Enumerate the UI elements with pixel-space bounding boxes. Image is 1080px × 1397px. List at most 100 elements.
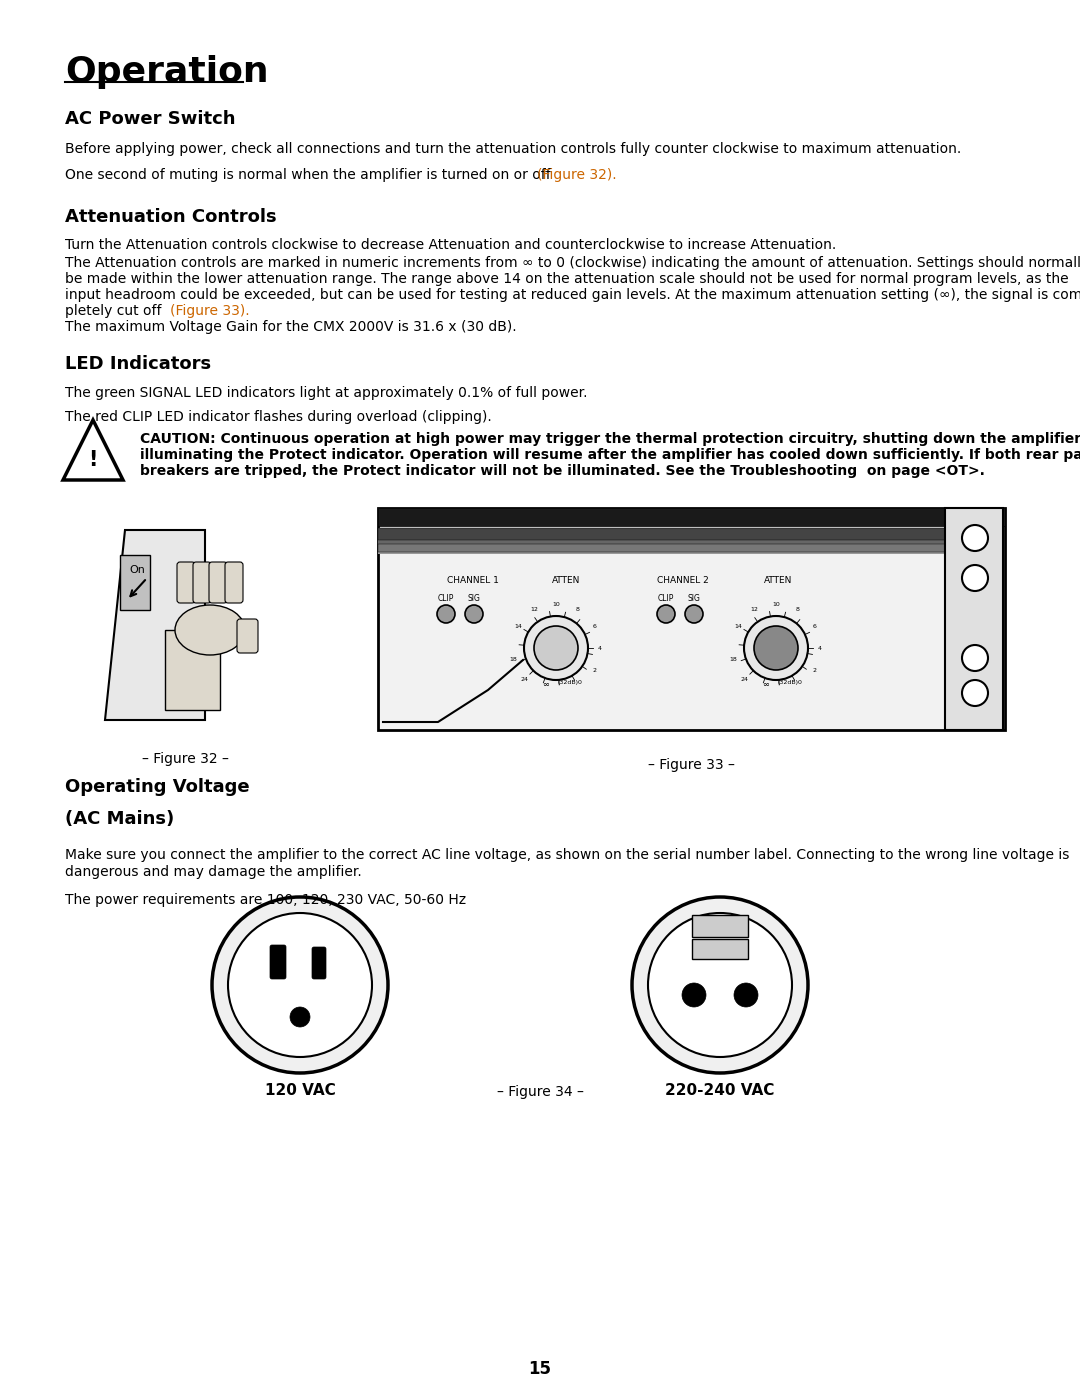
Circle shape	[632, 897, 808, 1073]
FancyBboxPatch shape	[378, 528, 947, 541]
Text: 8: 8	[576, 608, 580, 612]
Text: Attenuation Controls: Attenuation Controls	[65, 208, 276, 226]
Text: 12: 12	[530, 608, 538, 612]
FancyBboxPatch shape	[945, 509, 1003, 731]
FancyBboxPatch shape	[692, 939, 748, 958]
Circle shape	[962, 564, 988, 591]
Text: ATTEN: ATTEN	[552, 576, 580, 585]
Text: 15: 15	[528, 1361, 552, 1377]
Text: The power requirements are 100, 120, 230 VAC, 50-60 Hz: The power requirements are 100, 120, 230…	[65, 893, 467, 907]
FancyBboxPatch shape	[378, 509, 1005, 731]
Text: 4: 4	[598, 645, 602, 651]
Circle shape	[681, 983, 706, 1007]
Text: ∞: ∞	[542, 680, 550, 689]
Text: pletely cut off: pletely cut off	[65, 305, 166, 319]
Text: 10: 10	[552, 602, 559, 606]
Circle shape	[754, 626, 798, 671]
Ellipse shape	[175, 605, 245, 655]
FancyBboxPatch shape	[225, 562, 243, 604]
Text: ATTEN: ATTEN	[764, 576, 793, 585]
Circle shape	[465, 605, 483, 623]
Text: 2: 2	[812, 668, 816, 672]
Text: Turn the Attenuation controls clockwise to decrease Attenuation and counterclock: Turn the Attenuation controls clockwise …	[65, 237, 836, 251]
FancyBboxPatch shape	[378, 528, 947, 538]
Circle shape	[212, 897, 388, 1073]
Text: Before applying power, check all connections and turn the attenuation controls f: Before applying power, check all connect…	[65, 142, 961, 156]
Text: Operation: Operation	[65, 54, 269, 89]
Circle shape	[744, 616, 808, 680]
Circle shape	[962, 525, 988, 550]
Text: dangerous and may damage the amplifier.: dangerous and may damage the amplifier.	[65, 865, 362, 879]
Text: The maximum Voltage Gain for the CMX 2000V is 31.6 x (30 dB).: The maximum Voltage Gain for the CMX 200…	[65, 320, 516, 334]
Text: CLIP: CLIP	[437, 594, 455, 604]
Circle shape	[648, 914, 792, 1058]
FancyBboxPatch shape	[165, 630, 220, 710]
Text: 6: 6	[812, 623, 816, 629]
Text: 14: 14	[734, 623, 742, 629]
FancyBboxPatch shape	[692, 915, 748, 937]
Text: 14: 14	[514, 623, 522, 629]
FancyBboxPatch shape	[312, 947, 326, 979]
Text: 120 VAC: 120 VAC	[265, 1083, 336, 1098]
Circle shape	[962, 680, 988, 705]
Text: CLIP: CLIP	[658, 594, 674, 604]
Text: Operating Voltage: Operating Voltage	[65, 778, 249, 796]
Text: 6: 6	[592, 623, 596, 629]
Text: CAUTION: Continuous operation at high power may trigger the thermal protection c: CAUTION: Continuous operation at high po…	[140, 432, 1080, 446]
FancyBboxPatch shape	[237, 619, 258, 652]
Circle shape	[524, 616, 588, 680]
Circle shape	[228, 914, 372, 1058]
Text: SIG: SIG	[468, 594, 481, 604]
Text: – Figure 33 –: – Figure 33 –	[648, 759, 734, 773]
Text: 220-240 VAC: 220-240 VAC	[665, 1083, 774, 1098]
Text: input headroom could be exceeded, but can be used for testing at reduced gain le: input headroom could be exceeded, but ca…	[65, 288, 1080, 302]
Text: 18: 18	[730, 657, 738, 662]
Text: AC Power Switch: AC Power Switch	[65, 110, 235, 129]
FancyBboxPatch shape	[378, 549, 947, 555]
Text: !: !	[89, 450, 97, 469]
Text: The green SIGNAL LED indicators light at approximately 0.1% of full power.: The green SIGNAL LED indicators light at…	[65, 386, 588, 400]
FancyBboxPatch shape	[378, 543, 947, 552]
Text: (32dB)0: (32dB)0	[558, 680, 583, 685]
FancyBboxPatch shape	[177, 562, 195, 604]
Text: 4: 4	[818, 645, 822, 651]
Text: – Figure 34 –: – Figure 34 –	[497, 1085, 583, 1099]
FancyBboxPatch shape	[270, 944, 286, 979]
Text: CHANNEL 1: CHANNEL 1	[447, 576, 499, 585]
Text: One second of muting is normal when the amplifier is turned on or off: One second of muting is normal when the …	[65, 168, 555, 182]
Text: 2: 2	[592, 668, 596, 672]
Text: CHANNEL 2: CHANNEL 2	[657, 576, 708, 585]
Text: SIG: SIG	[688, 594, 701, 604]
Circle shape	[685, 605, 703, 623]
FancyBboxPatch shape	[378, 509, 1005, 527]
FancyBboxPatch shape	[210, 562, 227, 604]
Text: Make sure you connect the amplifier to the correct AC line voltage, as shown on : Make sure you connect the amplifier to t…	[65, 848, 1069, 862]
Text: – Figure 32 –: – Figure 32 –	[141, 752, 229, 766]
Text: (32dB)0: (32dB)0	[778, 680, 802, 685]
Text: breakers are tripped, the Protect indicator will not be illuminated. See the Tro: breakers are tripped, the Protect indica…	[140, 464, 985, 478]
Text: 24: 24	[741, 676, 748, 682]
Text: (AC Mains): (AC Mains)	[65, 810, 174, 828]
FancyBboxPatch shape	[120, 555, 150, 610]
FancyBboxPatch shape	[378, 541, 947, 548]
Circle shape	[291, 1007, 310, 1027]
Text: LED Indicators: LED Indicators	[65, 355, 211, 373]
Text: illuminating the Protect indicator. Operation will resume after the amplifier ha: illuminating the Protect indicator. Oper…	[140, 448, 1080, 462]
FancyBboxPatch shape	[193, 562, 211, 604]
Circle shape	[657, 605, 675, 623]
Text: ∞: ∞	[762, 680, 769, 689]
Text: The Attenuation controls are marked in numeric increments from ∞ to 0 (clockwise: The Attenuation controls are marked in n…	[65, 256, 1080, 270]
Text: 18: 18	[510, 657, 517, 662]
Circle shape	[734, 983, 758, 1007]
Polygon shape	[105, 529, 205, 719]
Text: On: On	[130, 564, 145, 576]
Circle shape	[962, 645, 988, 671]
Text: (Figure 33).: (Figure 33).	[170, 305, 249, 319]
Circle shape	[534, 626, 578, 671]
Text: be made within the lower attenuation range. The range above 14 on the attenuatio: be made within the lower attenuation ran…	[65, 272, 1068, 286]
Text: 10: 10	[772, 602, 780, 606]
Text: 12: 12	[751, 608, 758, 612]
Text: The red CLIP LED indicator flashes during overload (clipping).: The red CLIP LED indicator flashes durin…	[65, 409, 491, 425]
Text: 24: 24	[521, 676, 529, 682]
Text: (Figure 32).: (Figure 32).	[537, 168, 617, 182]
